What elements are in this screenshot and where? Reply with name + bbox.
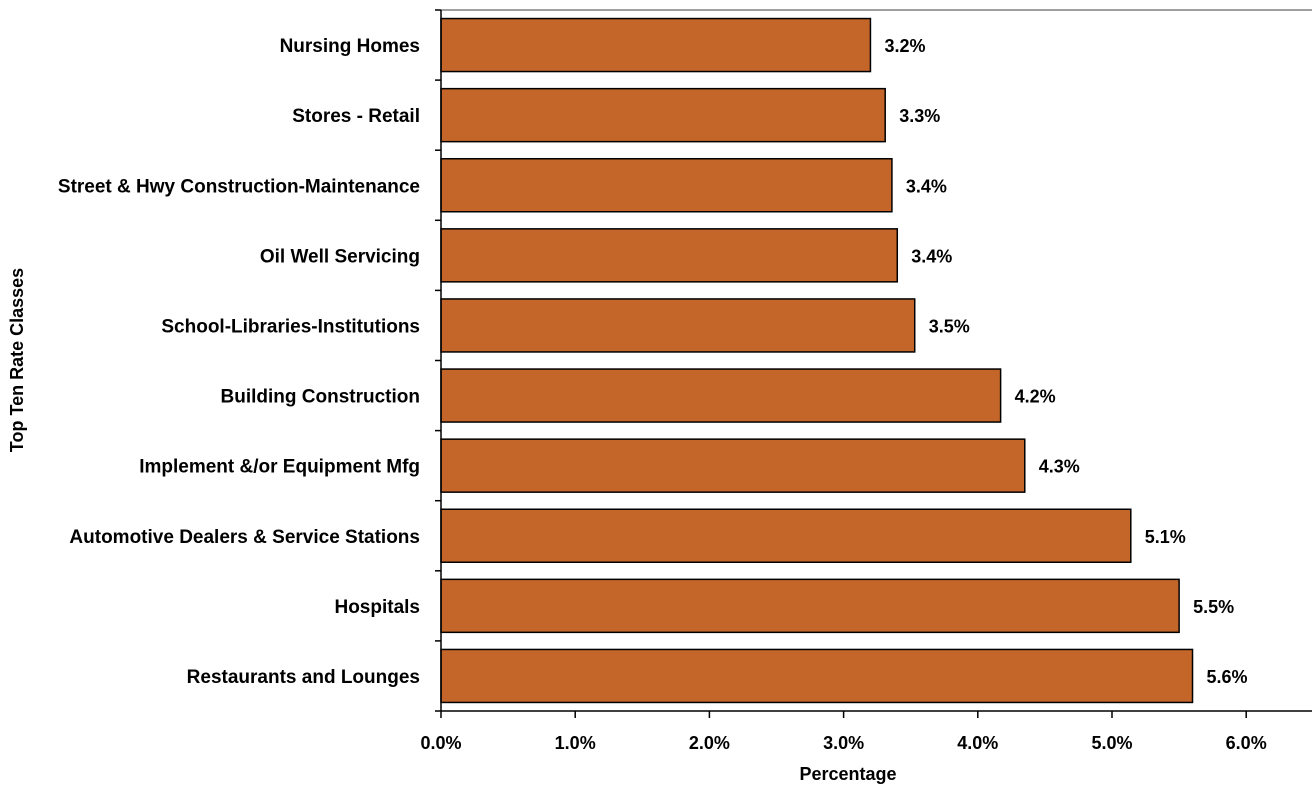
bar-7 — [440, 438, 1026, 493]
bar-10 — [440, 648, 1194, 704]
bar-6 — [440, 368, 1002, 423]
axes-layer — [435, 9, 1312, 718]
data-label: 4.2% — [1015, 387, 1056, 407]
bar-8 — [440, 508, 1132, 563]
category-label: Implement &/or Equipment Mfg — [139, 457, 420, 478]
bar-2 — [440, 87, 886, 143]
x-tick-label: 0.0% — [420, 733, 461, 753]
x-axis-title: Percentage — [799, 764, 896, 784]
x-tick-label: 4.0% — [957, 733, 998, 753]
data-label: 3.5% — [929, 316, 970, 336]
category-label: Hospitals — [334, 597, 420, 618]
data-label: 5.5% — [1193, 597, 1234, 617]
x-tick-label: 5.0% — [1091, 733, 1132, 753]
category-label: Street & Hwy Construction-Maintenance — [58, 176, 420, 197]
bar-1 — [440, 17, 872, 73]
bar-5 — [440, 298, 916, 353]
data-label: 5.6% — [1207, 667, 1248, 687]
category-label: Building Construction — [221, 387, 420, 408]
category-label: Oil Well Servicing — [260, 246, 420, 267]
data-label: 3.3% — [899, 106, 940, 126]
data-label: 4.3% — [1039, 457, 1080, 477]
category-label: School-Libraries-Institutions — [161, 316, 420, 337]
x-tick-label: 6.0% — [1226, 733, 1267, 753]
data-label: 3.4% — [906, 176, 947, 196]
bar-3 — [440, 158, 893, 213]
bar-9 — [440, 578, 1180, 634]
bar-4 — [440, 228, 899, 283]
category-label: Automotive Dealers & Service Stations — [69, 527, 420, 548]
data-label: 3.4% — [911, 246, 952, 266]
category-label: Stores - Retail — [292, 106, 420, 127]
x-tick-label: 1.0% — [555, 733, 596, 753]
x-tick-label: 2.0% — [689, 733, 730, 753]
labels-layer: Nursing Homes 3.2% Stores - Retail 3.3% Stre… — [58, 36, 1267, 753]
category-label: Nursing Homes — [280, 36, 420, 57]
data-label: 5.1% — [1145, 527, 1186, 547]
bars-layer — [440, 17, 1194, 704]
y-axis-title: Top Ten Rate Classes — [7, 268, 27, 452]
data-label: 3.2% — [884, 36, 925, 56]
category-label: Restaurants and Lounges — [187, 667, 420, 688]
x-tick-label: 3.0% — [823, 733, 864, 753]
